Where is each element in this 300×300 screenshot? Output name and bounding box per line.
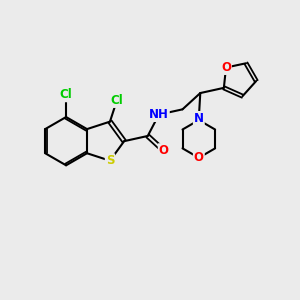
Text: O: O — [159, 144, 169, 157]
Text: N: N — [194, 112, 204, 125]
Text: Cl: Cl — [110, 94, 123, 107]
Text: Cl: Cl — [60, 88, 73, 101]
Text: O: O — [194, 151, 204, 164]
Text: O: O — [221, 61, 231, 74]
Text: S: S — [106, 154, 114, 167]
Text: NH: NH — [149, 108, 169, 121]
